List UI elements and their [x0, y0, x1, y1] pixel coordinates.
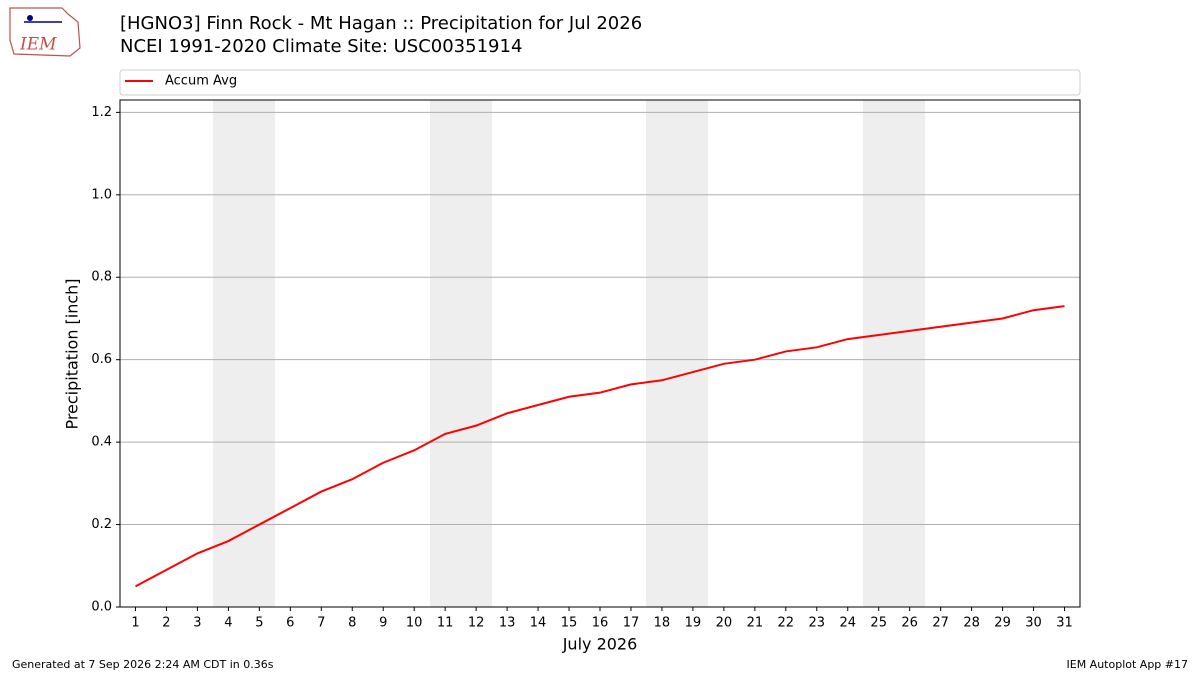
data-line: [135, 305, 1065, 588]
logo-icon: [27, 15, 33, 21]
x-tick-label: 1: [131, 616, 139, 631]
y-tick-label: 0.0: [91, 600, 112, 615]
x-tick-label: 19: [685, 616, 702, 631]
x-tick-label: 2: [162, 616, 170, 631]
logo: IEM: [9, 7, 81, 57]
x-tick-label: 14: [530, 616, 547, 631]
x-tick-label: 11: [437, 616, 454, 631]
y-tick-label: 0.6: [91, 352, 112, 367]
weekend-band: [430, 100, 492, 607]
x-tick-label: 22: [778, 616, 795, 631]
x-tick-label: 17: [623, 616, 640, 631]
x-tick-label: 7: [317, 616, 325, 631]
x-tick-label: 25: [870, 616, 887, 631]
legend-box: [119, 69, 1081, 96]
x-tick-label: 16: [592, 616, 609, 631]
x-tick-label: 4: [224, 616, 232, 631]
logo-text: IEM: [19, 35, 57, 55]
x-tick-label: 3: [193, 616, 201, 631]
weekend-band: [213, 100, 275, 607]
chart-subtitle: NCEI 1991-2020 Climate Site: USC00351914: [120, 36, 522, 57]
x-tick-label: 26: [901, 616, 918, 631]
x-tick-label: 13: [499, 616, 516, 631]
y-tick-label: 0.8: [91, 270, 112, 285]
y-tick-label: 0.4: [91, 435, 112, 450]
x-tick-label: 18: [654, 616, 671, 631]
x-tick-label: 6: [286, 616, 294, 631]
legend-label: Accum Avg: [165, 74, 237, 89]
x-tick-label: 20: [716, 616, 733, 631]
y-tick-label: 0.2: [91, 517, 112, 532]
y-tick-label: 1.2: [91, 105, 112, 120]
y-axis-label: Precipitation [inch]: [63, 278, 82, 429]
x-tick-label: 15: [561, 616, 578, 631]
x-tick-label: 29: [994, 616, 1011, 631]
x-tick-label: 27: [932, 616, 949, 631]
x-tick-label: 28: [963, 616, 980, 631]
logo-outline: [9, 7, 81, 57]
x-tick-label: 23: [809, 616, 826, 631]
weekend-band: [863, 100, 925, 607]
x-tick-label: 9: [379, 616, 387, 631]
footer-right: IEM Autoplot App #17: [1067, 658, 1189, 671]
x-tick-label: 30: [1025, 616, 1042, 631]
x-tick-label: 5: [255, 616, 263, 631]
footer-left: Generated at 7 Sep 2026 2:24 AM CDT in 0…: [12, 658, 274, 671]
x-tick-label: 10: [406, 616, 423, 631]
x-axis-label: July 2026: [562, 635, 638, 654]
weekend-band: [646, 100, 708, 607]
weekend-shading: [213, 100, 925, 607]
x-tick-label: 24: [839, 616, 856, 631]
x-tick-label: 31: [1056, 616, 1073, 631]
x-tick-label: 12: [468, 616, 485, 631]
x-tick-label: 21: [747, 616, 764, 631]
x-tick-label: 8: [348, 616, 356, 631]
y-tick-label: 1.0: [91, 187, 112, 202]
chart-title: [HGNO3] Finn Rock - Mt Hagan :: Precipit…: [120, 13, 642, 34]
